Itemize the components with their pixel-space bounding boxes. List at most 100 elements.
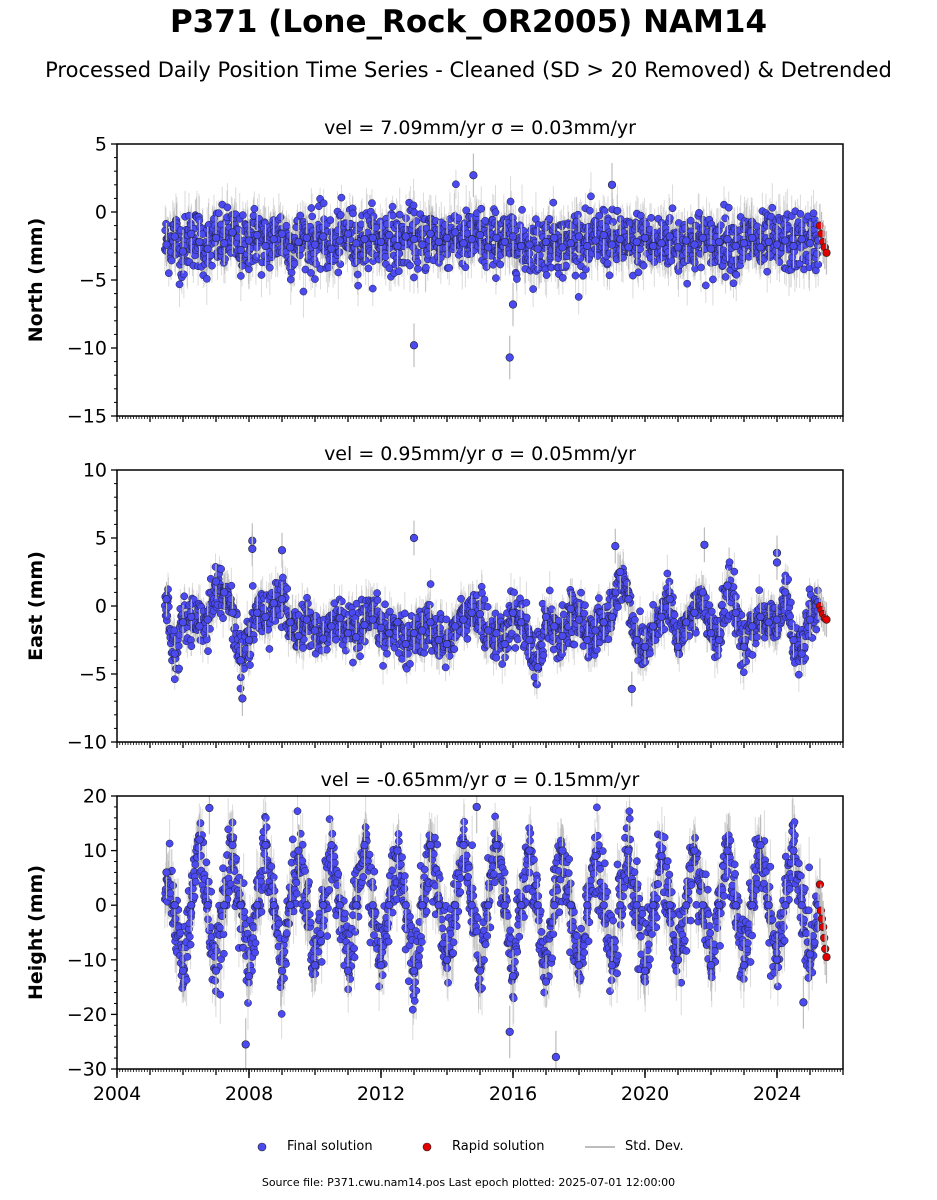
data-point: [337, 193, 346, 202]
data-point: [202, 274, 211, 283]
panel-title: vel = 0.95mm/yr σ = 0.05mm/yr: [324, 443, 636, 465]
data-point: [491, 208, 500, 217]
data-point: [353, 270, 362, 279]
data-point: [395, 249, 404, 258]
data-point: [748, 233, 757, 242]
data-point: [368, 233, 377, 242]
data-point: [619, 253, 627, 262]
data-point: [768, 203, 777, 212]
data-point: [763, 267, 772, 276]
data-point: [336, 211, 345, 219]
data-point: [326, 216, 335, 224]
data-point: [372, 223, 380, 232]
data-point: [809, 209, 818, 218]
data-point: [354, 281, 362, 290]
data-point: [239, 211, 247, 219]
data-point: [668, 204, 677, 213]
data-point: [607, 240, 617, 249]
data-point: [496, 260, 505, 269]
data-point: [605, 271, 614, 280]
data-point: [481, 216, 490, 225]
data-point: [426, 229, 435, 238]
data-point: [368, 284, 377, 293]
data-point: [813, 250, 821, 258]
data-point: [393, 241, 402, 251]
rapid-point: [817, 229, 826, 238]
data-point: [640, 233, 650, 242]
data-point: [237, 272, 245, 280]
data-point: [508, 300, 518, 309]
data-point: [434, 237, 443, 247]
data-point: [576, 254, 585, 263]
data-point: [500, 237, 509, 247]
data-point: [385, 264, 394, 273]
data-point: [257, 271, 266, 279]
data-point: [484, 243, 493, 252]
data-point: [789, 241, 798, 251]
data-point: [269, 235, 278, 244]
data-point: [282, 221, 291, 230]
data-point: [376, 237, 386, 247]
north-panel: vel = 7.09mm/yr σ = 0.03mm/yr North (mm) 5…: [25, 117, 844, 428]
data-point: [170, 232, 179, 241]
data-point: [518, 205, 526, 214]
data-point: [729, 279, 738, 288]
data-point: [603, 259, 612, 268]
data-point: [220, 239, 229, 248]
data-point: [312, 260, 320, 268]
data-point: [690, 240, 699, 249]
data-point: [667, 256, 676, 265]
data-point: [414, 265, 422, 273]
rapid-point: [822, 248, 831, 257]
series-points: [162, 210, 823, 274]
y-tick-label: −10: [67, 338, 107, 360]
data-point: [574, 210, 582, 219]
data-point: [701, 281, 710, 290]
data-point: [723, 235, 732, 244]
data-point: [797, 235, 806, 244]
data-point: [162, 240, 171, 249]
data-point: [642, 220, 650, 228]
data-point: [585, 206, 594, 215]
data-point: [647, 213, 655, 222]
data-point: [715, 237, 724, 247]
data-point: [686, 216, 695, 225]
data-point: [418, 240, 427, 249]
data-point: [381, 252, 390, 261]
data-point: [287, 268, 296, 277]
series-points: [409, 153, 617, 380]
data-point: [334, 268, 343, 277]
data-point: [319, 232, 328, 241]
data-point: [673, 243, 683, 252]
data-point: [583, 241, 592, 251]
data-point: [442, 233, 452, 242]
data-point: [475, 231, 485, 240]
data-point: [161, 226, 170, 235]
data-point: [244, 265, 253, 274]
data-point: [187, 229, 196, 238]
data-point: [409, 341, 419, 350]
data-point: [805, 239, 815, 248]
data-point: [706, 244, 716, 253]
data-point: [343, 229, 353, 238]
data-point: [775, 258, 784, 266]
data-point: [772, 240, 782, 249]
data-point: [636, 245, 644, 253]
data-point: [680, 224, 689, 232]
data-point: [253, 231, 262, 240]
y-tick-label: 5: [95, 134, 107, 156]
data-point: [665, 232, 674, 241]
data-point: [632, 237, 641, 247]
data-point: [395, 210, 404, 219]
data-point: [657, 239, 666, 248]
data-point: [250, 204, 259, 213]
data-point: [682, 236, 691, 245]
data-point: [180, 270, 188, 279]
data-point: [311, 275, 319, 283]
data-point: [409, 235, 419, 244]
data-point: [459, 239, 468, 248]
data-point: [639, 261, 648, 270]
data-point: [533, 244, 542, 253]
data-point: [574, 232, 584, 241]
